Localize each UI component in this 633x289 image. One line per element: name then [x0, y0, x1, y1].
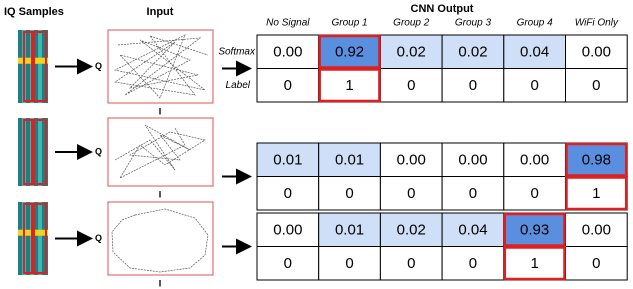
- cell-value: 1: [530, 255, 538, 272]
- i-label: I: [159, 278, 162, 288]
- cell-value: 0.00: [397, 152, 426, 169]
- cell-value: 0.00: [582, 222, 611, 239]
- output-header: CNN Output: [411, 3, 474, 15]
- cell-value: 0: [407, 255, 415, 272]
- cell-value: 0.01: [335, 152, 364, 169]
- cell-value: 0: [407, 185, 415, 202]
- column-label: Group 1: [331, 18, 367, 29]
- cell-value: 0: [592, 77, 600, 94]
- iq-stripe: [38, 202, 42, 275]
- column-label: No Signal: [266, 18, 310, 29]
- cell-value: 0.01: [273, 152, 302, 169]
- iq-header: IQ Samples: [4, 6, 64, 18]
- cell-value: 0: [284, 185, 292, 202]
- cell-value: 0.02: [458, 44, 487, 61]
- cell-value: 1: [592, 185, 600, 202]
- cell-value: 0.00: [582, 44, 611, 61]
- row-label: Softmax: [218, 46, 256, 57]
- cell-value: 0.00: [520, 152, 549, 169]
- row-label: Label: [226, 80, 251, 91]
- cell-value: 0.98: [582, 152, 611, 169]
- cell-value: 0: [345, 255, 353, 272]
- cell-value: 0: [469, 255, 477, 272]
- cell-value: 0: [530, 185, 538, 202]
- cell-value: 0: [284, 77, 292, 94]
- cell-value: 0: [284, 255, 292, 272]
- iq-stripe: [38, 118, 42, 186]
- column-label: Group 2: [393, 18, 430, 29]
- cell-value: 0.00: [458, 152, 487, 169]
- cell-value: 0: [345, 185, 353, 202]
- input-header: Input: [147, 6, 174, 18]
- i-label: I: [159, 189, 162, 199]
- figure: IQ Samples Input CNN Output No Signal Gro…: [0, 0, 633, 289]
- cell-value: 0: [407, 77, 415, 94]
- input-box: [108, 30, 213, 103]
- cell-value: 0.02: [397, 44, 426, 61]
- i-label: I: [159, 106, 162, 116]
- cell-value: 0: [592, 255, 600, 272]
- cell-value: 0.00: [273, 222, 302, 239]
- input-box: [108, 202, 213, 275]
- column-label: Group 3: [455, 18, 492, 29]
- cell-value: 0: [530, 77, 538, 94]
- cell-value: 0: [469, 185, 477, 202]
- page: IQ Samples Input CNN Output No Signal Gro…: [0, 0, 633, 289]
- cell-value: 0.02: [397, 222, 426, 239]
- column-label: WiFi Only: [575, 18, 619, 29]
- cell-value: 0.01: [335, 222, 364, 239]
- cell-value: 0.04: [458, 222, 487, 239]
- cell-value: 0.04: [520, 44, 549, 61]
- column-label: Group 4: [517, 18, 554, 29]
- cell-value: 1: [345, 77, 353, 94]
- q-label: Q: [95, 61, 102, 71]
- iq-stripe: [38, 30, 42, 103]
- cell-value: 0: [469, 77, 477, 94]
- cell-value: 0.93: [520, 222, 549, 239]
- cell-value: 0.00: [273, 44, 302, 61]
- cell-value: 0.92: [335, 44, 364, 61]
- q-label: Q: [95, 146, 102, 156]
- q-label: Q: [95, 233, 102, 243]
